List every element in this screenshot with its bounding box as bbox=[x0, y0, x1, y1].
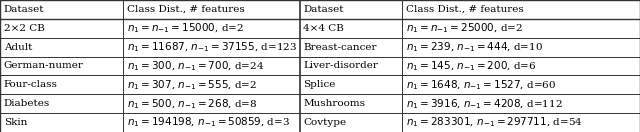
Bar bbox=[0, 75, 123, 94]
Bar bbox=[300, 19, 402, 38]
Text: Diabetes: Diabetes bbox=[4, 99, 50, 108]
Text: $n_1=283301$, $n_{-1}=297711$, d=54: $n_1=283301$, $n_{-1}=297711$, d=54 bbox=[406, 116, 582, 129]
Bar bbox=[300, 75, 402, 94]
Text: $n_1=307$, $n_{-1}=555$, d=2: $n_1=307$, $n_{-1}=555$, d=2 bbox=[127, 78, 257, 92]
Bar bbox=[123, 38, 300, 57]
Bar bbox=[123, 19, 300, 38]
Bar bbox=[0, 19, 123, 38]
Text: Four-class: Four-class bbox=[4, 80, 58, 89]
Text: Class Dist., # features: Class Dist., # features bbox=[127, 5, 244, 14]
Text: Covtype: Covtype bbox=[303, 118, 346, 127]
Bar bbox=[402, 113, 640, 132]
Bar bbox=[123, 113, 300, 132]
Text: $n_1=300$, $n_{-1}=700$, d=24: $n_1=300$, $n_{-1}=700$, d=24 bbox=[127, 59, 264, 73]
Bar bbox=[123, 0, 300, 19]
Text: $n_1=n_{-1}=15000$, d=2: $n_1=n_{-1}=15000$, d=2 bbox=[127, 22, 244, 35]
Text: $n_1=3916$, $n_{-1}=4208$, d=112: $n_1=3916$, $n_{-1}=4208$, d=112 bbox=[406, 97, 563, 110]
Bar bbox=[123, 57, 300, 75]
Bar bbox=[300, 38, 402, 57]
Text: Class Dist., # features: Class Dist., # features bbox=[406, 5, 524, 14]
Text: $n_1=194198$, $n_{-1}=50859$, d=3: $n_1=194198$, $n_{-1}=50859$, d=3 bbox=[127, 116, 290, 129]
Text: German-numer: German-numer bbox=[4, 62, 84, 70]
Bar bbox=[300, 57, 402, 75]
Text: Liver-disorder: Liver-disorder bbox=[303, 62, 378, 70]
Text: Skin: Skin bbox=[4, 118, 28, 127]
Bar bbox=[402, 94, 640, 113]
Text: $n_1=11687$, $n_{-1}=37155$, d=123: $n_1=11687$, $n_{-1}=37155$, d=123 bbox=[127, 40, 297, 54]
Text: $n_1=239$, $n_{-1}=444$, d=10: $n_1=239$, $n_{-1}=444$, d=10 bbox=[406, 40, 543, 54]
Bar bbox=[300, 113, 402, 132]
Bar bbox=[402, 57, 640, 75]
Text: 4×4 CB: 4×4 CB bbox=[303, 24, 344, 33]
Bar bbox=[300, 0, 402, 19]
Bar bbox=[0, 57, 123, 75]
Text: Dataset: Dataset bbox=[4, 5, 44, 14]
Text: Breast-cancer: Breast-cancer bbox=[303, 43, 377, 52]
Bar bbox=[300, 94, 402, 113]
Bar bbox=[402, 75, 640, 94]
Text: Mushrooms: Mushrooms bbox=[303, 99, 365, 108]
Bar bbox=[0, 0, 123, 19]
Bar bbox=[402, 38, 640, 57]
Bar bbox=[0, 113, 123, 132]
Text: 2×2 CB: 2×2 CB bbox=[4, 24, 45, 33]
Text: $n_1=1648$, $n_{-1}=1527$, d=60: $n_1=1648$, $n_{-1}=1527$, d=60 bbox=[406, 78, 556, 92]
Text: $n_1=500$, $n_{-1}=268$, d=8: $n_1=500$, $n_{-1}=268$, d=8 bbox=[127, 97, 257, 110]
Text: Splice: Splice bbox=[303, 80, 336, 89]
Bar bbox=[0, 94, 123, 113]
Bar bbox=[402, 0, 640, 19]
Bar bbox=[123, 94, 300, 113]
Bar bbox=[402, 19, 640, 38]
Bar bbox=[0, 38, 123, 57]
Text: Dataset: Dataset bbox=[303, 5, 344, 14]
Text: Adult: Adult bbox=[4, 43, 32, 52]
Text: $n_1=145$, $n_{-1}=200$, d=6: $n_1=145$, $n_{-1}=200$, d=6 bbox=[406, 59, 536, 73]
Text: $n_1=n_{-1}=25000$, d=2: $n_1=n_{-1}=25000$, d=2 bbox=[406, 22, 523, 35]
Bar bbox=[123, 75, 300, 94]
